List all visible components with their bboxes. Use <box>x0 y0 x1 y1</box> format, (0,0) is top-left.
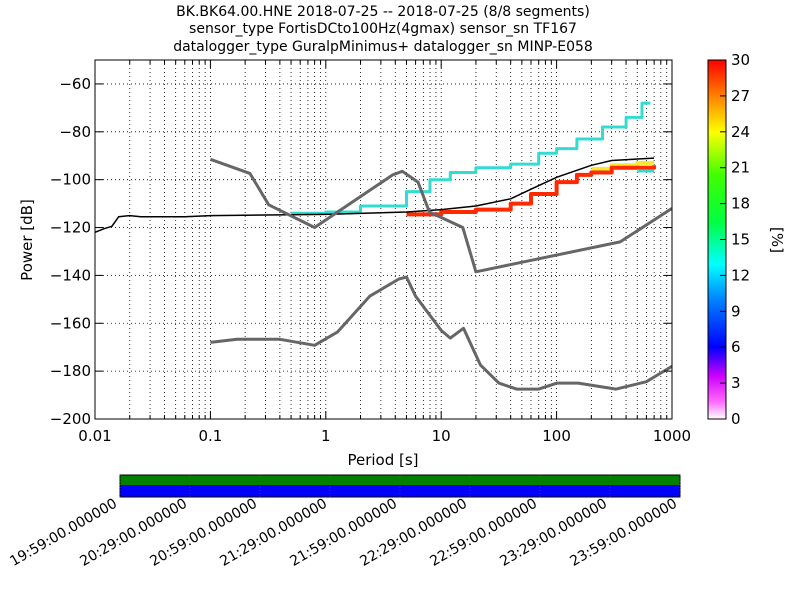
colorbar-tick-label: 24 <box>731 123 750 141</box>
x-tick-label: 0.01 <box>78 427 111 445</box>
colorbar-tick-label: 27 <box>731 87 750 105</box>
colorbar-tick-label: 12 <box>731 266 750 284</box>
plot-area <box>95 60 672 419</box>
colorbar-ticks: 0 3 6 9 12 15 18 21 24 27 30 <box>720 51 750 428</box>
colorbar-label: [%] <box>768 227 786 253</box>
x-tick-label: 1000 <box>653 427 691 445</box>
chart-title-line-2: sensor_type FortisDCto100Hz(4gmax) senso… <box>189 21 577 37</box>
psd-density-lower-line <box>406 165 657 217</box>
colorbar-tick-label: 0 <box>731 410 741 428</box>
chart-title-line-1: BK.BK64.00.HNE 2018-07-25 -- 2018-07-25 … <box>176 4 590 20</box>
y-tick-label: −180 <box>50 362 91 380</box>
y-tick-label: −160 <box>50 314 91 332</box>
low-noise-model-line <box>210 275 672 391</box>
plot-frame <box>94 59 673 420</box>
series-layer <box>95 101 672 391</box>
x-tick-label: 1 <box>321 427 331 445</box>
colorbar-tick-label: 18 <box>731 195 750 213</box>
colorbar-tick-label: 30 <box>731 51 750 69</box>
x-tick-label: 0.1 <box>198 427 222 445</box>
y-tick-label: −200 <box>50 410 91 428</box>
y-tick-label: −140 <box>50 266 91 284</box>
x-axis: 0.01 0.1 1 10 100 1000 <box>78 427 691 445</box>
high-noise-model-line <box>209 157 672 274</box>
psd-density-upper-line <box>291 101 651 215</box>
chart-title-line-3: datalogger_type GuralpMinimus+ datalogge… <box>173 39 593 55</box>
y-tick-label: −80 <box>59 123 91 141</box>
y-axis: −60 −80 −100 −120 −140 −160 −180 −200 <box>50 75 672 428</box>
colorbar-tick-label: 15 <box>731 231 750 249</box>
y-tick-label: −120 <box>50 219 91 237</box>
psd-density-yellow-line <box>591 160 655 171</box>
y-axis-label: Power [dB] <box>18 199 36 281</box>
colorbar-tick-label: 21 <box>731 159 750 177</box>
colorbar-tick-label: 3 <box>731 374 741 392</box>
y-tick-label: −100 <box>50 171 91 189</box>
minor-ticks <box>94 60 668 419</box>
y-tick-label: −60 <box>59 75 91 93</box>
x-tick-label: 100 <box>542 427 571 445</box>
colorbar-tick-label: 6 <box>731 338 741 356</box>
timeline-band-top <box>120 475 680 485</box>
x-axis-label: Period [s] <box>347 451 418 469</box>
x-tick-label: 10 <box>432 427 451 445</box>
colorbar-tick-label: 9 <box>731 302 741 320</box>
median-psd-line <box>95 157 655 233</box>
